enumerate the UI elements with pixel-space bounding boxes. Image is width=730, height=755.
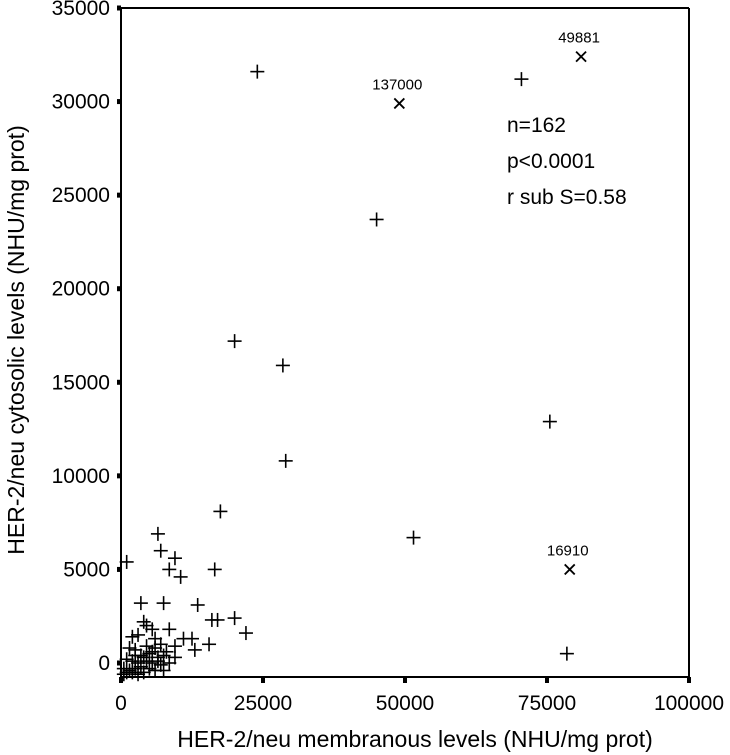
data-point-plus (153, 637, 168, 652)
data-point-plus (125, 629, 140, 644)
data-point-plus (139, 618, 154, 633)
data-point-plus (131, 627, 146, 642)
y-tick-label: 0 (98, 652, 110, 675)
y-tick-label: 30000 (52, 91, 110, 114)
data-point-plus (369, 212, 384, 227)
data-point-plus (202, 637, 217, 652)
data-point-plus (136, 650, 151, 665)
x-tick-label: 50000 (376, 692, 434, 715)
data-point-plus (150, 526, 165, 541)
outlier-label: 16910 (547, 542, 589, 559)
y-tick-label: 20000 (52, 278, 110, 301)
data-point-plus (153, 657, 168, 672)
y-tick-label: 35000 (52, 0, 110, 20)
outlier-label: 49881 (558, 30, 600, 47)
data-point-plus (142, 661, 157, 676)
data-point-plus (131, 667, 146, 682)
data-point-plus (156, 596, 171, 611)
data-point-plus (116, 667, 131, 682)
data-point-plus (128, 661, 143, 676)
x-tick-label: 25000 (234, 692, 292, 715)
y-tick-mark (117, 660, 121, 666)
data-point-plus (162, 622, 177, 637)
outlier-point (393, 97, 405, 110)
data-points (116, 64, 574, 682)
y-tick-label: 10000 (52, 465, 110, 488)
y-tick-mark (117, 99, 121, 105)
data-point-plus (514, 72, 529, 87)
data-point-plus (148, 641, 163, 656)
data-point-plus (187, 642, 202, 657)
outlier-points: 49881 137000 16910 (372, 30, 600, 576)
y-tick-label: 25000 (52, 184, 110, 207)
data-point-plus (167, 650, 182, 665)
data-point-plus (210, 612, 225, 627)
data-point-plus (250, 64, 265, 79)
x-tick-mark (403, 677, 407, 683)
y-tick-mark (117, 286, 121, 292)
data-point-plus (227, 611, 242, 626)
data-point-plus (133, 596, 148, 611)
data-point-plus (145, 622, 160, 637)
data-point-plus (119, 652, 134, 667)
data-point-plus (153, 543, 168, 558)
data-point-plus (275, 358, 290, 373)
x-tick-label: 75000 (518, 692, 576, 715)
data-point-plus (122, 641, 137, 656)
y-tick-label: 5000 (63, 558, 110, 581)
y-axis-title: HER-2/neu cytosolic levels (NHU/mg prot) (3, 125, 29, 554)
data-point-plus (128, 648, 143, 663)
y-tick-mark (117, 192, 121, 198)
data-point-plus (278, 453, 293, 468)
outlier-point (575, 51, 587, 63)
data-point-plus (145, 656, 160, 670)
data-point-plus (559, 646, 574, 661)
y-tick-mark (117, 379, 121, 385)
data-point-plus (156, 648, 171, 663)
stat-p: p<0.0001 (507, 150, 595, 173)
axes (120, 7, 690, 678)
outlier-label: 137000 (372, 76, 422, 93)
data-point-plus (167, 551, 182, 566)
y-tick-mark (117, 5, 121, 11)
data-point-plus (227, 334, 242, 349)
data-point-plus (136, 614, 151, 629)
data-point-plus (213, 504, 228, 519)
data-point-plus (190, 597, 205, 612)
data-point-plus (238, 626, 253, 641)
data-point-plus (173, 569, 188, 584)
x-tick-mark (119, 677, 123, 683)
data-point-plus (162, 656, 177, 670)
data-point-plus (125, 665, 140, 680)
data-point-plus (162, 562, 177, 577)
data-point-plus (176, 631, 191, 646)
data-point-plus (142, 646, 157, 661)
data-point-plus (119, 554, 134, 569)
data-point-plus (156, 663, 171, 678)
x-tick-mark (687, 677, 691, 683)
data-point-plus (159, 644, 174, 659)
x-tick-mark (261, 677, 265, 683)
data-point-plus (122, 663, 137, 678)
data-point-plus (133, 659, 148, 674)
outlier-point (564, 563, 576, 576)
y-tick-label: 15000 (52, 371, 110, 394)
data-point-plus (139, 639, 154, 654)
y-ticks: 0 5000 10000 15000 20000 25000 30000 35000 (52, 0, 121, 675)
data-point-plus (406, 530, 421, 545)
y-tick-mark (117, 566, 121, 572)
data-point-plus (150, 654, 165, 669)
stat-n: n=162 (507, 114, 566, 137)
y-tick-mark (117, 473, 121, 479)
x-axis-title: HER-2/neu membranous levels (NHU/mg prot… (177, 726, 653, 752)
data-point-plus (207, 562, 222, 577)
stat-r: r sub S=0.58 (507, 186, 627, 209)
x-tick-label: 0 (115, 692, 127, 715)
data-point-plus (542, 414, 557, 429)
x-tick-mark (545, 677, 549, 683)
x-ticks: 0 25000 50000 75000 100000 (115, 677, 724, 715)
x-tick-label: 100000 (654, 692, 724, 715)
